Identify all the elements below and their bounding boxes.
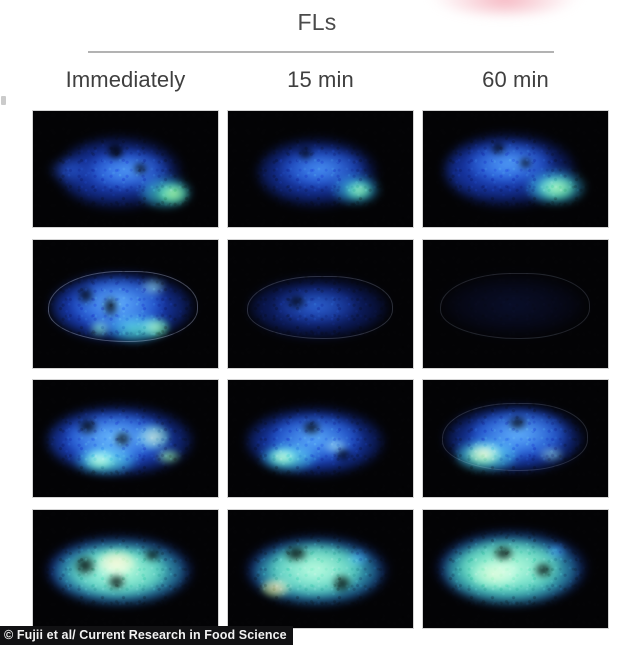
panel-row1-15min — [228, 111, 413, 227]
panel-row4-immediately — [33, 510, 218, 628]
column-header-15min: 15 min — [287, 67, 354, 92]
speckle-noise — [423, 240, 608, 368]
tissue-section — [33, 111, 218, 227]
speckle-noise — [33, 111, 218, 227]
tissue-section — [33, 510, 218, 628]
speckle-noise — [33, 510, 218, 628]
speckle-noise — [228, 380, 413, 497]
speckle-noise — [228, 111, 413, 227]
panel-row1-immediately — [33, 111, 218, 227]
tissue-outline — [439, 273, 590, 340]
column-header-60min: 60 min — [482, 67, 549, 92]
panel-row4-60min — [423, 510, 608, 628]
panel-row2-15min — [228, 240, 413, 368]
panel-grid — [33, 111, 608, 628]
panel-row-1 — [33, 111, 608, 227]
group-title: FLs — [297, 9, 337, 35]
group-title-rule — [88, 51, 554, 53]
column-header-row: Immediately 15 min 60 min — [33, 66, 608, 96]
tissue-section — [228, 111, 413, 227]
panel-row3-60min — [423, 380, 608, 497]
tissue-section — [33, 240, 218, 368]
tissue-section — [423, 510, 608, 628]
panel-row3-15min — [228, 380, 413, 497]
tissue-section — [423, 111, 608, 227]
speckle-noise — [423, 510, 608, 628]
tissue-section — [228, 510, 413, 628]
tissue-outline — [47, 270, 198, 342]
speckle-noise — [228, 240, 413, 368]
column-header-immediately: Immediately — [65, 67, 186, 92]
panel-row-2 — [33, 240, 608, 368]
speckle-noise — [423, 380, 608, 497]
speckle-noise — [228, 510, 413, 628]
panel-row2-immediately — [33, 240, 218, 368]
speckle-noise — [423, 111, 608, 227]
attribution-bar: © Fujii et al/ Current Research in Food … — [0, 626, 293, 645]
tissue-section — [423, 380, 608, 497]
panel-row1-60min — [423, 111, 608, 227]
panel-row-3 — [33, 380, 608, 497]
cropped-row-label-mark — [1, 96, 6, 105]
panel-row4-15min — [228, 510, 413, 628]
tissue-section — [228, 240, 413, 368]
tissue-section — [228, 380, 413, 497]
speckle-noise — [33, 380, 218, 497]
tissue-outline — [246, 275, 393, 340]
speckle-noise — [33, 240, 218, 368]
tissue-section — [33, 380, 218, 497]
panel-row3-immediately — [33, 380, 218, 497]
tissue-section — [423, 240, 608, 368]
panel-row-4 — [33, 510, 608, 628]
panel-row2-60min — [423, 240, 608, 368]
